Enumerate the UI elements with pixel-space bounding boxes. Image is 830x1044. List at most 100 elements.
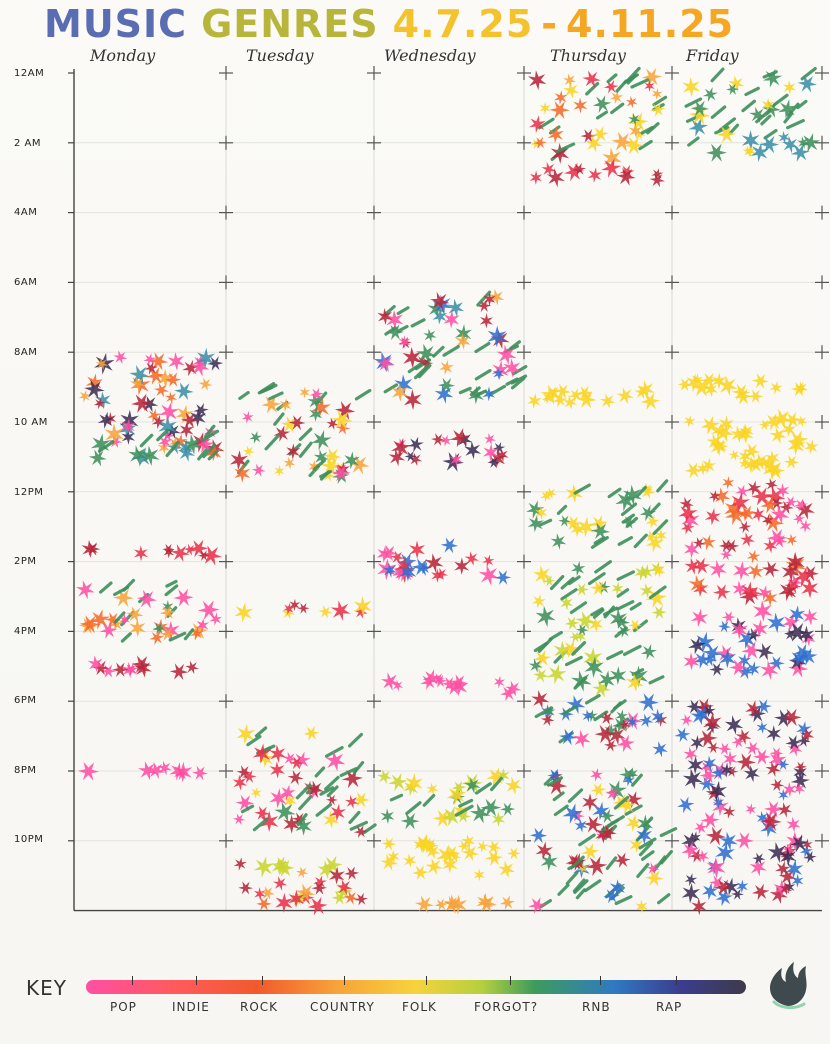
genre-flower-mark bbox=[794, 498, 808, 512]
genre-flower-mark bbox=[798, 625, 815, 644]
genre-stroke-mark bbox=[584, 879, 602, 893]
genre-flower-mark bbox=[786, 816, 801, 833]
genre-flower-mark bbox=[764, 413, 783, 431]
genre-stroke-mark bbox=[314, 766, 326, 778]
genre-flower-mark bbox=[349, 455, 370, 475]
genre-stroke-mark bbox=[616, 600, 635, 611]
genre-flower-mark bbox=[388, 773, 408, 792]
genre-stroke-mark bbox=[638, 139, 653, 151]
genre-flower-mark bbox=[574, 583, 589, 596]
genre-flower-mark bbox=[464, 551, 479, 566]
genre-flower-mark bbox=[721, 611, 736, 624]
genre-flower-mark bbox=[198, 377, 213, 391]
genre-flower-mark bbox=[638, 693, 659, 712]
genre-flower-mark bbox=[437, 377, 456, 393]
genre-flower-mark bbox=[612, 716, 630, 734]
genre-flower-mark bbox=[456, 809, 471, 823]
genre-stroke-mark bbox=[561, 704, 578, 716]
genre-flower-mark bbox=[737, 663, 754, 680]
genre-flower-mark bbox=[449, 851, 462, 863]
title-dash: - bbox=[541, 2, 559, 46]
genre-flower-mark bbox=[742, 443, 761, 460]
genre-flower-mark bbox=[382, 562, 398, 578]
key-label: KEY bbox=[26, 976, 67, 1000]
genre-flower-mark bbox=[736, 879, 749, 894]
genre-stroke-mark bbox=[510, 376, 526, 390]
genre-flower-mark bbox=[229, 450, 248, 471]
genre-flower-mark bbox=[485, 849, 503, 867]
genre-flower-mark bbox=[568, 388, 583, 403]
genre-flower-mark bbox=[478, 564, 500, 586]
genre-stroke-mark bbox=[474, 369, 492, 381]
genre-stroke-mark bbox=[649, 502, 661, 515]
day-label-wednesday: Wednesday bbox=[384, 46, 476, 65]
genre-flower-mark bbox=[439, 359, 454, 375]
genre-flower-mark bbox=[651, 168, 664, 180]
genre-flower-mark bbox=[196, 618, 210, 633]
genre-flower-mark bbox=[693, 821, 708, 835]
genre-flower-mark bbox=[464, 777, 481, 794]
genre-flower-mark bbox=[758, 454, 777, 472]
genre-flower-mark bbox=[464, 441, 482, 460]
genre-flower-mark bbox=[762, 589, 778, 607]
genre-flower-mark bbox=[282, 751, 297, 766]
genre-stroke-mark bbox=[744, 86, 760, 97]
genre-flower-mark bbox=[295, 816, 312, 836]
genre-flower-mark bbox=[765, 478, 779, 491]
genre-flower-mark bbox=[476, 299, 492, 313]
genre-flower-mark bbox=[680, 520, 695, 535]
genre-stroke-mark bbox=[509, 340, 522, 350]
genre-flower-mark bbox=[801, 838, 813, 851]
genre-flower-mark bbox=[702, 643, 722, 663]
genre-flower-mark bbox=[529, 170, 543, 185]
genre-flower-mark bbox=[402, 346, 422, 369]
genre-stroke-mark bbox=[593, 536, 606, 545]
genre-flower-mark bbox=[492, 441, 506, 454]
genre-flower-mark bbox=[598, 670, 616, 690]
genre-flower-mark bbox=[397, 552, 417, 571]
genre-flower-mark bbox=[640, 392, 661, 411]
genre-flower-mark bbox=[409, 540, 426, 559]
genre-flower-mark bbox=[432, 308, 448, 325]
genre-flower-mark bbox=[706, 857, 726, 879]
genre-flower-mark bbox=[90, 433, 111, 455]
genre-flower-mark bbox=[716, 125, 737, 144]
genre-flower-mark bbox=[570, 521, 585, 537]
genre-flower-mark bbox=[443, 845, 460, 861]
genre-flower-mark bbox=[786, 831, 804, 852]
genre-flower-mark bbox=[253, 887, 266, 901]
genre-stroke-mark bbox=[349, 820, 368, 831]
genre-stroke-mark bbox=[264, 434, 280, 451]
genre-flower-mark bbox=[443, 310, 460, 329]
day-label-monday: Monday bbox=[90, 46, 156, 65]
genre-stroke-mark bbox=[602, 606, 619, 617]
genre-flower-mark bbox=[242, 445, 255, 457]
genre-flower-mark bbox=[724, 539, 740, 554]
genre-flower-mark bbox=[289, 598, 301, 612]
genre-flower-mark bbox=[683, 652, 700, 671]
genre-flower-mark bbox=[323, 447, 342, 465]
genre-flower-mark bbox=[645, 514, 660, 529]
genre-flower-mark bbox=[539, 101, 551, 115]
genre-flower-mark bbox=[711, 372, 727, 390]
genre-flower-mark bbox=[783, 80, 796, 95]
genre-flower-mark bbox=[751, 487, 773, 506]
genre-flower-mark bbox=[119, 613, 130, 626]
genre-stroke-mark bbox=[339, 767, 358, 778]
genre-flower-mark bbox=[113, 350, 128, 365]
genre-flower-mark bbox=[600, 824, 617, 841]
genre-flower-mark bbox=[740, 581, 759, 601]
genre-flower-mark bbox=[709, 437, 728, 457]
genre-stroke-mark bbox=[546, 776, 564, 787]
genre-flower-mark bbox=[719, 762, 734, 778]
genre-flower-mark bbox=[803, 851, 817, 864]
genre-flower-mark bbox=[391, 382, 409, 402]
genre-flower-mark bbox=[446, 784, 467, 806]
genre-flower-mark bbox=[755, 643, 774, 661]
genre-flower-mark bbox=[573, 729, 591, 749]
genre-stroke-mark bbox=[648, 585, 667, 600]
genre-flower-mark bbox=[543, 575, 556, 587]
genre-flower-mark bbox=[552, 393, 568, 408]
genre-flower-mark bbox=[802, 608, 819, 626]
genre-flower-mark bbox=[603, 888, 620, 904]
